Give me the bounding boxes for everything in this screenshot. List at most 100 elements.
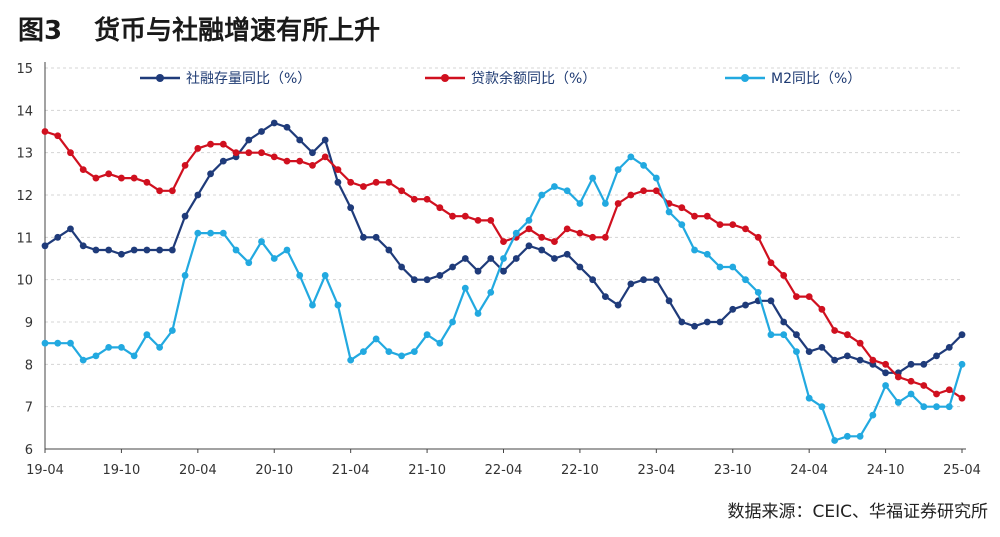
data-point-s1 (270, 119, 278, 127)
data-point-s1 (474, 267, 482, 275)
series-line-3 (45, 155, 964, 442)
data-point-s1 (258, 128, 265, 135)
data-point-s2 (805, 293, 813, 300)
data-point-s3 (754, 288, 762, 296)
data-point-s2 (538, 233, 546, 241)
data-point-s1 (729, 305, 737, 313)
data-point-s1 (423, 276, 431, 284)
data-point-s2 (67, 149, 74, 157)
x-tick-label: 22-04 (485, 463, 523, 478)
data-point-s2 (525, 225, 533, 233)
data-point-s3 (487, 288, 495, 296)
data-point-s3 (665, 208, 673, 216)
data-point-s2 (118, 174, 125, 182)
y-tick-label: 6 (25, 443, 33, 458)
data-point-s1 (143, 246, 151, 254)
data-point-s2 (945, 386, 953, 394)
data-point-s1 (92, 246, 100, 254)
data-point-s2 (296, 157, 304, 165)
data-point-s2 (79, 166, 87, 174)
data-point-s2 (691, 212, 698, 220)
data-point-s2 (894, 373, 902, 381)
x-tick-label: 22-10 (561, 463, 599, 478)
data-point-s3 (856, 432, 864, 440)
data-point-s2 (334, 166, 342, 174)
data-point-s1 (245, 136, 253, 144)
data-point-s1 (512, 255, 520, 262)
data-point-s1 (614, 301, 622, 309)
data-point-s3 (360, 348, 367, 356)
chart-title: 图3 货币与社融增速有所上升 (18, 10, 380, 47)
data-point-s3 (729, 263, 737, 271)
data-point-s3 (296, 272, 304, 279)
data-point-s3 (958, 360, 966, 368)
data-point-s2 (793, 293, 800, 300)
data-point-s1 (372, 233, 380, 241)
data-point-s2 (831, 327, 839, 334)
data-point-s2 (168, 187, 176, 195)
data-point-s3 (347, 356, 355, 364)
data-point-s3 (538, 191, 546, 199)
data-point-s2 (678, 204, 686, 212)
legend-marker-3 (741, 74, 749, 82)
data-point-s1 (41, 242, 49, 250)
legend-marker-1 (156, 74, 164, 82)
x-tick-label: 20-10 (255, 463, 293, 478)
data-point-s1 (665, 297, 673, 305)
data-point-s3 (245, 259, 253, 267)
data-point-s3 (321, 272, 329, 279)
data-point-s2 (181, 161, 189, 169)
data-point-s3 (933, 403, 940, 411)
data-point-s2 (933, 390, 940, 398)
x-tick-label: 24-10 (867, 463, 905, 478)
data-point-s3 (767, 331, 775, 339)
data-point-s2 (410, 195, 418, 203)
data-point-s3 (652, 174, 660, 182)
data-point-s2 (321, 153, 329, 161)
data-point-s2 (754, 233, 762, 241)
data-point-s2 (92, 174, 100, 182)
data-point-s2 (461, 212, 469, 220)
data-source: 数据来源：CEIC、华福证券研究所 (727, 502, 989, 522)
data-point-s3 (869, 411, 877, 419)
data-point-s3 (742, 276, 749, 284)
data-point-s3 (691, 246, 698, 254)
data-point-s3 (143, 331, 151, 339)
data-point-s1 (678, 318, 686, 326)
data-point-s3 (436, 339, 444, 347)
data-point-s3 (678, 221, 686, 229)
data-point-s1 (563, 250, 571, 258)
data-point-s3 (576, 200, 584, 207)
data-point-s1 (627, 280, 635, 288)
data-point-s2 (156, 187, 164, 195)
data-point-s1 (793, 331, 800, 339)
data-point-s1 (347, 204, 355, 212)
data-point-s2 (398, 187, 406, 195)
data-point-s3 (385, 348, 393, 356)
data-point-s1 (130, 246, 138, 254)
data-point-s3 (831, 437, 839, 444)
data-point-s1 (360, 233, 367, 241)
data-point-s1 (449, 263, 456, 271)
data-point-s3 (168, 327, 176, 334)
data-point-s3 (907, 390, 915, 398)
data-point-s3 (525, 217, 533, 224)
data-point-s1 (742, 301, 749, 309)
data-point-s2 (258, 149, 265, 157)
legend-marker-2 (441, 74, 449, 82)
data-point-s1 (818, 344, 826, 351)
data-point-s3 (423, 331, 431, 339)
data-point-s2 (551, 238, 558, 245)
data-point-s1 (398, 263, 406, 271)
data-point-s3 (92, 352, 100, 360)
data-point-s1 (500, 267, 507, 275)
data-point-s1 (487, 255, 495, 262)
data-point-s3 (79, 356, 87, 364)
data-point-s3 (589, 174, 597, 182)
data-point-s2 (729, 221, 737, 229)
data-point-s2 (449, 212, 456, 220)
data-point-s3 (716, 263, 724, 271)
data-point-s1 (805, 348, 813, 356)
data-point-s1 (118, 250, 125, 258)
data-point-s2 (843, 331, 851, 339)
